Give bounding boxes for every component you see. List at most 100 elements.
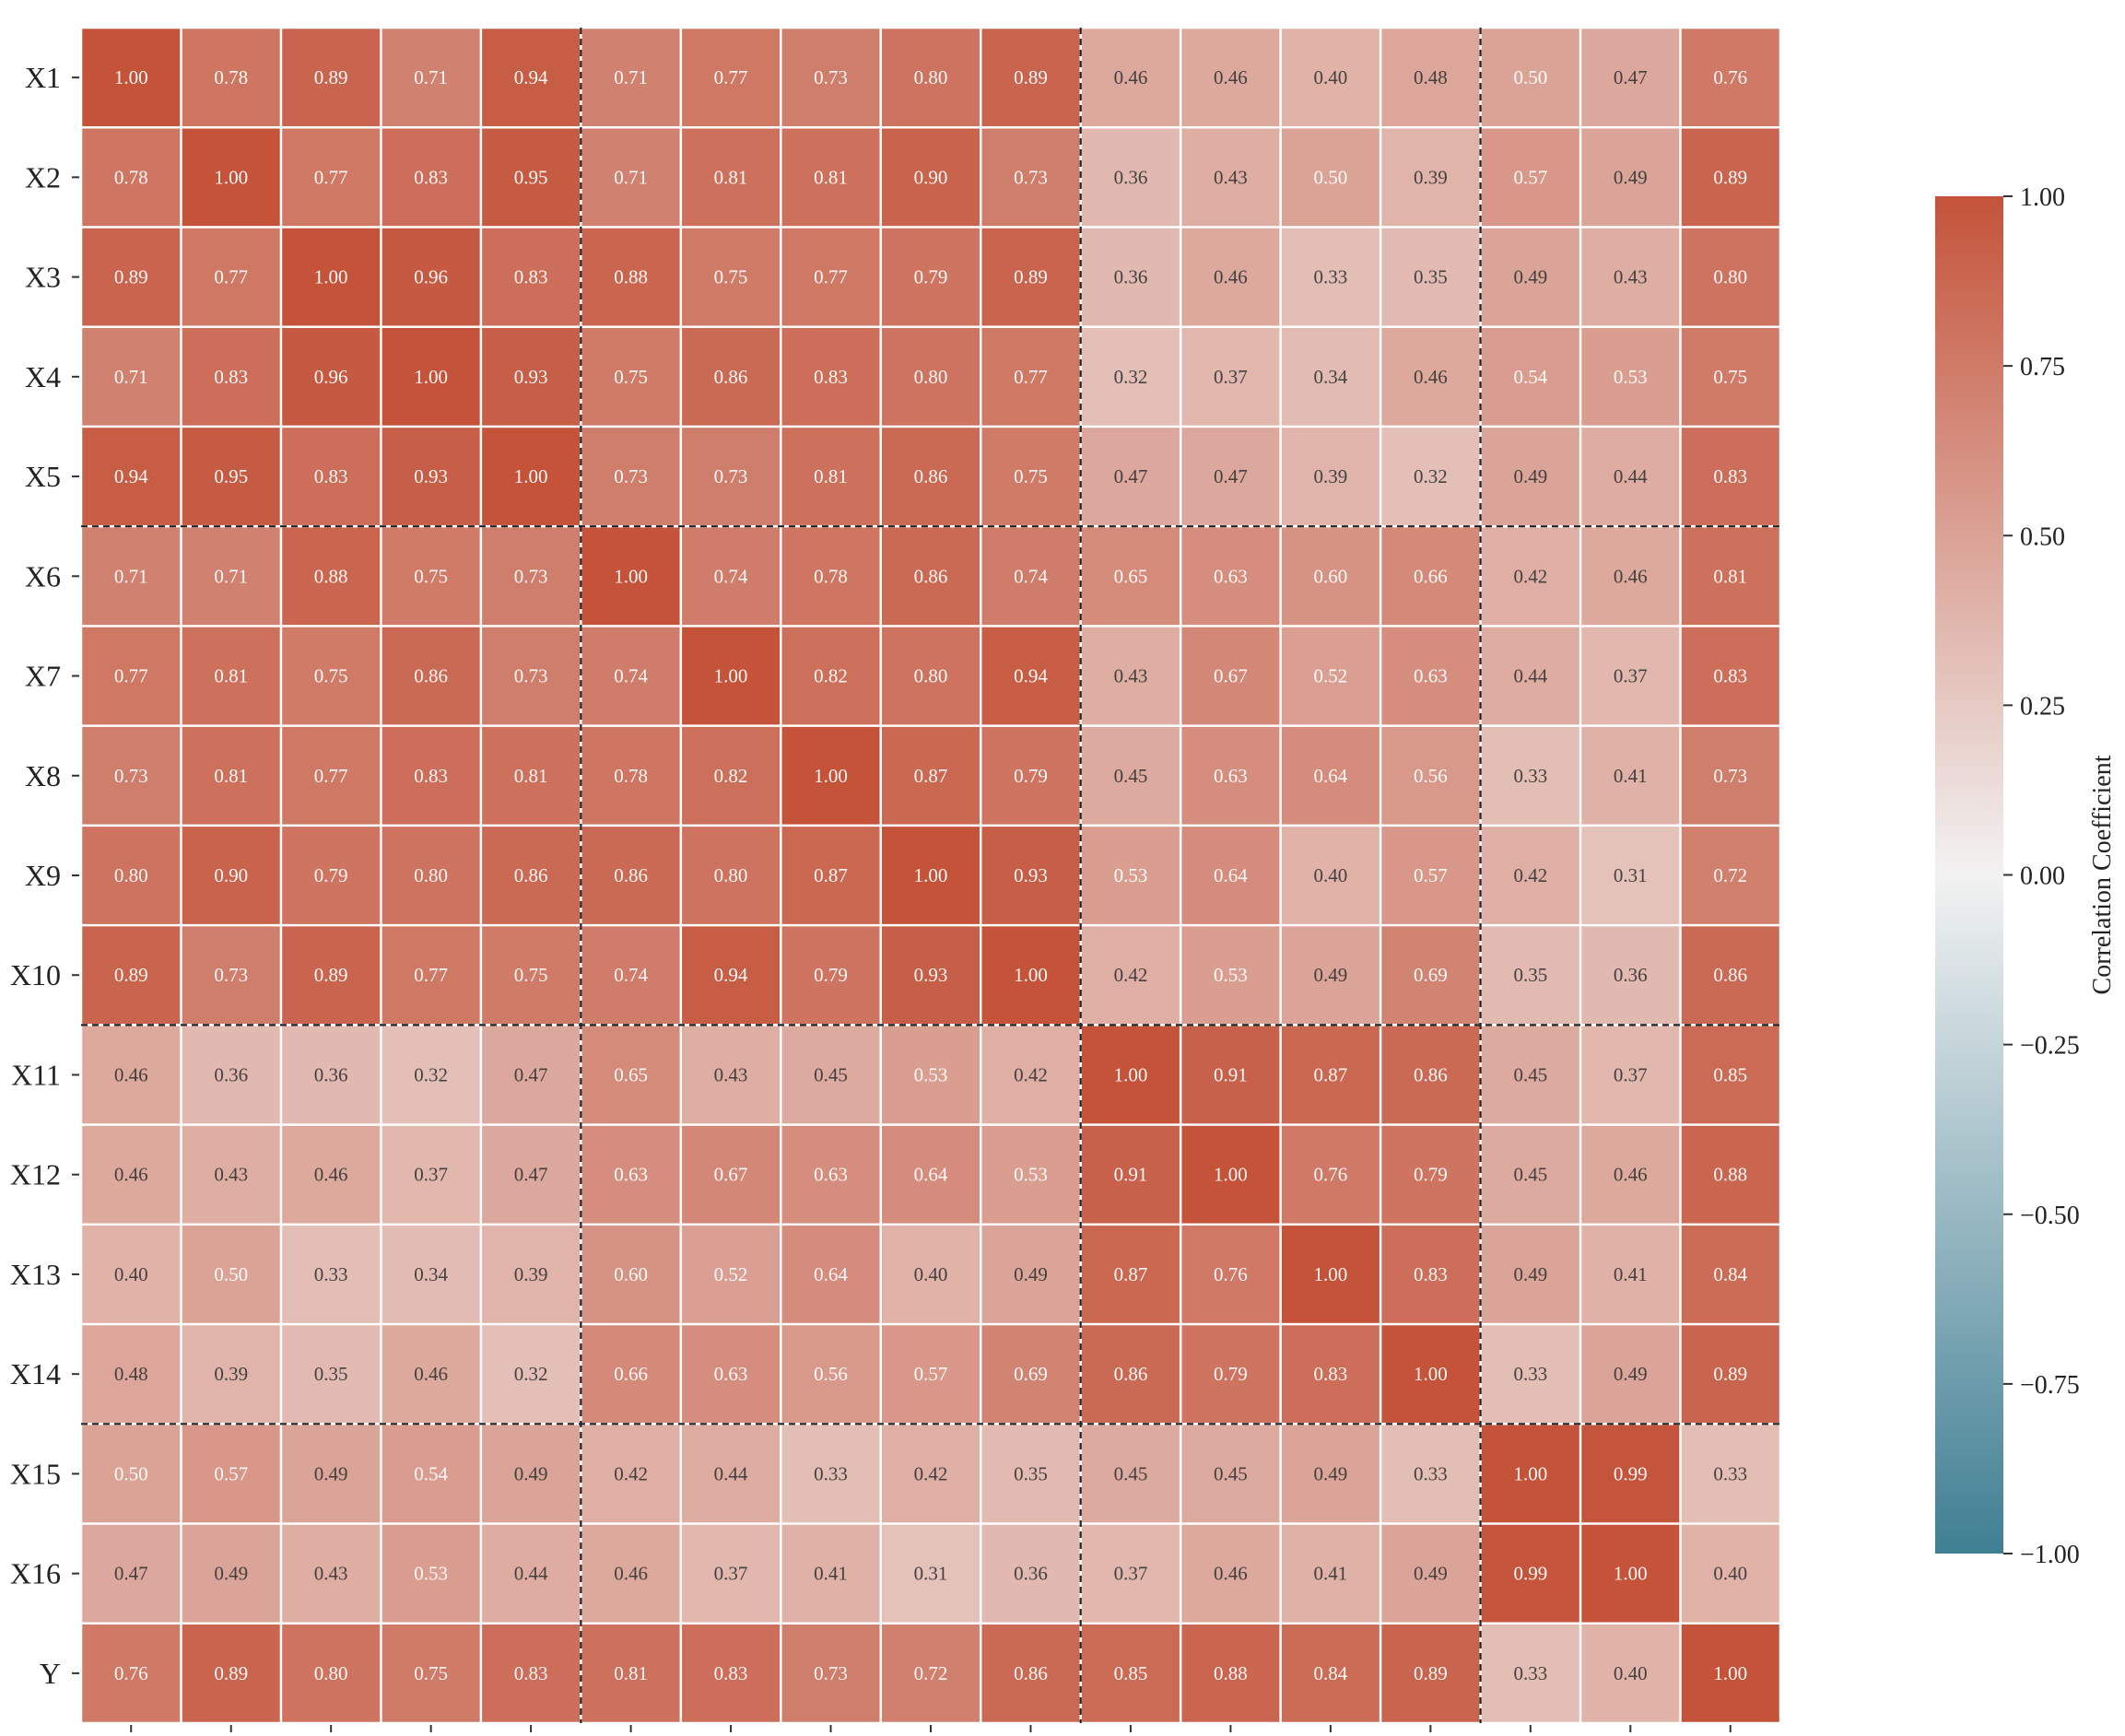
heatmap-cell-label: 0.94 [714,964,748,986]
heatmap-cell-label: 0.80 [914,66,948,88]
colorbar: 1.00 0.75 0.50 0.25 0.00 −0.25 −0.50 −0.75 −1.00… [1935,183,2117,1569]
heatmap-cell-label: 0.37 [714,1563,748,1585]
heatmap-cell-label: 1.00 [1414,1363,1448,1385]
heatmap-cell-label: 0.46 [1214,66,1248,88]
heatmap-cell-label: 0.32 [1414,465,1448,487]
heatmap-cell [482,29,581,126]
row-label: X3 [25,261,61,294]
heatmap-cell-label: 0.88 [314,565,348,587]
heatmap-cell-label: 0.73 [114,765,148,787]
heatmap-cell [182,327,280,426]
heatmap-cell-label: 0.39 [1314,465,1348,487]
heatmap-cell-label: 0.43 [1214,166,1248,188]
heatmap-cell [581,1625,680,1722]
heatmap-cell [382,627,480,725]
heatmap-cell-label: 0.88 [614,266,648,288]
heatmap-cell [1581,428,1680,525]
heatmap-cell-label: 0.79 [314,864,348,886]
group-boundaries [81,28,1780,1723]
heatmap-cell [682,1026,781,1124]
heatmap-cell [581,1125,680,1224]
heatmap-cell [1481,228,1579,326]
heatmap-cell-label: 0.87 [1114,1263,1148,1285]
heatmap-cell-label: 0.93 [514,366,548,388]
heatmap-cell [182,1325,280,1424]
heatmap-cell [1681,1325,1779,1424]
heatmap-cell [1481,1226,1579,1323]
heatmap-cell [1381,29,1480,126]
heatmap-cell-label: 0.63 [614,1164,648,1186]
heatmap-cell [781,1125,880,1224]
heatmap-cell [781,726,880,825]
heatmap-cell [1581,1425,1680,1523]
heatmap-cell-label: 0.36 [1114,266,1148,288]
heatmap-cell [382,726,480,825]
heatmap-cell-label: 0.63 [1414,665,1448,687]
heatmap-cell [682,627,781,725]
heatmap-cell-label: 0.36 [1114,166,1148,188]
heatmap-cell-label: 0.77 [314,765,348,787]
heatmap-cell-label: 0.71 [114,366,148,388]
heatmap-cell-label: 0.93 [414,465,448,487]
heatmap-cell [981,1325,1080,1424]
heatmap-cell-label: 0.46 [114,1063,148,1085]
heatmap-cell-label: 0.86 [414,665,448,687]
heatmap-cell [482,128,581,227]
heatmap-cell [1181,1425,1280,1523]
heatmap-cell-label: 0.52 [714,1263,748,1285]
heatmap-cell [1381,1026,1480,1124]
heatmap-cell [382,1524,480,1623]
colorbar-tick-label: −0.25 [2020,1032,2080,1061]
heatmap-cell-label: 0.65 [1114,565,1148,587]
heatmap-cell-label: 0.53 [1114,864,1148,886]
heatmap-cell [1281,327,1379,426]
heatmap-cell-label: 0.89 [314,964,348,986]
heatmap-cell-label: 0.77 [214,266,248,288]
heatmap-cell-label: 0.88 [1214,1662,1248,1684]
heatmap-cell [182,726,280,825]
heatmap-cell-label: 0.45 [814,1063,848,1085]
heatmap-cell-label: 0.46 [1614,565,1648,587]
heatmap-cell-label: 0.69 [1414,964,1448,986]
heatmap-cell-label: 0.40 [114,1263,148,1285]
heatmap-cell [282,128,381,227]
heatmap-cell-label: 0.49 [1513,465,1547,487]
heatmap-cell [882,1125,980,1224]
heatmap-cell-label: 0.57 [1513,166,1547,188]
heatmap-cell [581,627,680,725]
heatmap-cell-label: 0.44 [1513,665,1547,687]
heatmap-cell [1081,428,1180,525]
heatmap-cell [981,926,1080,1025]
heatmap-cell-label: 0.67 [714,1164,748,1186]
heatmap-cell [482,726,581,825]
heatmap-cell [1181,1026,1280,1124]
x-axis-ticks [130,1725,1732,1732]
heatmap-cell-label: 0.73 [714,465,748,487]
heatmap-cell-label: 0.81 [614,1662,648,1684]
heatmap-cell [282,1226,381,1323]
heatmap-cell [781,1026,880,1124]
colorbar-tick-label: 0.25 [2020,692,2065,721]
heatmap-cell-label: 0.87 [914,765,948,787]
heatmap-cell [581,1425,680,1523]
heatmap-cell-label: 0.71 [114,565,148,587]
heatmap-cell [1481,1026,1579,1124]
heatmap-cell [482,527,581,626]
heatmap-cell [1281,627,1379,725]
heatmap-cell-label: 0.54 [414,1462,448,1484]
heatmap-cell [1281,1425,1379,1523]
heatmap-cell [182,1425,280,1523]
heatmap-cell [1681,29,1779,126]
heatmap-cell-label: 0.66 [1414,565,1448,587]
heatmap-cell-label: 0.75 [414,565,448,587]
heatmap-cell-label: 0.77 [714,66,748,88]
heatmap-cell [1181,1625,1280,1722]
heatmap-cell [182,1026,280,1124]
heatmap-cell [882,327,980,426]
heatmap-cell-label: 0.75 [414,1662,448,1684]
heatmap-cell [382,926,480,1025]
heatmap-cell [282,327,381,426]
heatmap-cell-label: 0.33 [1513,765,1547,787]
row-labels: X1 X2 X3 X4 X5 X6 X7 X8 X9 X10 X11 X12 X13 X14 X15 X16 Y [10,61,79,1690]
